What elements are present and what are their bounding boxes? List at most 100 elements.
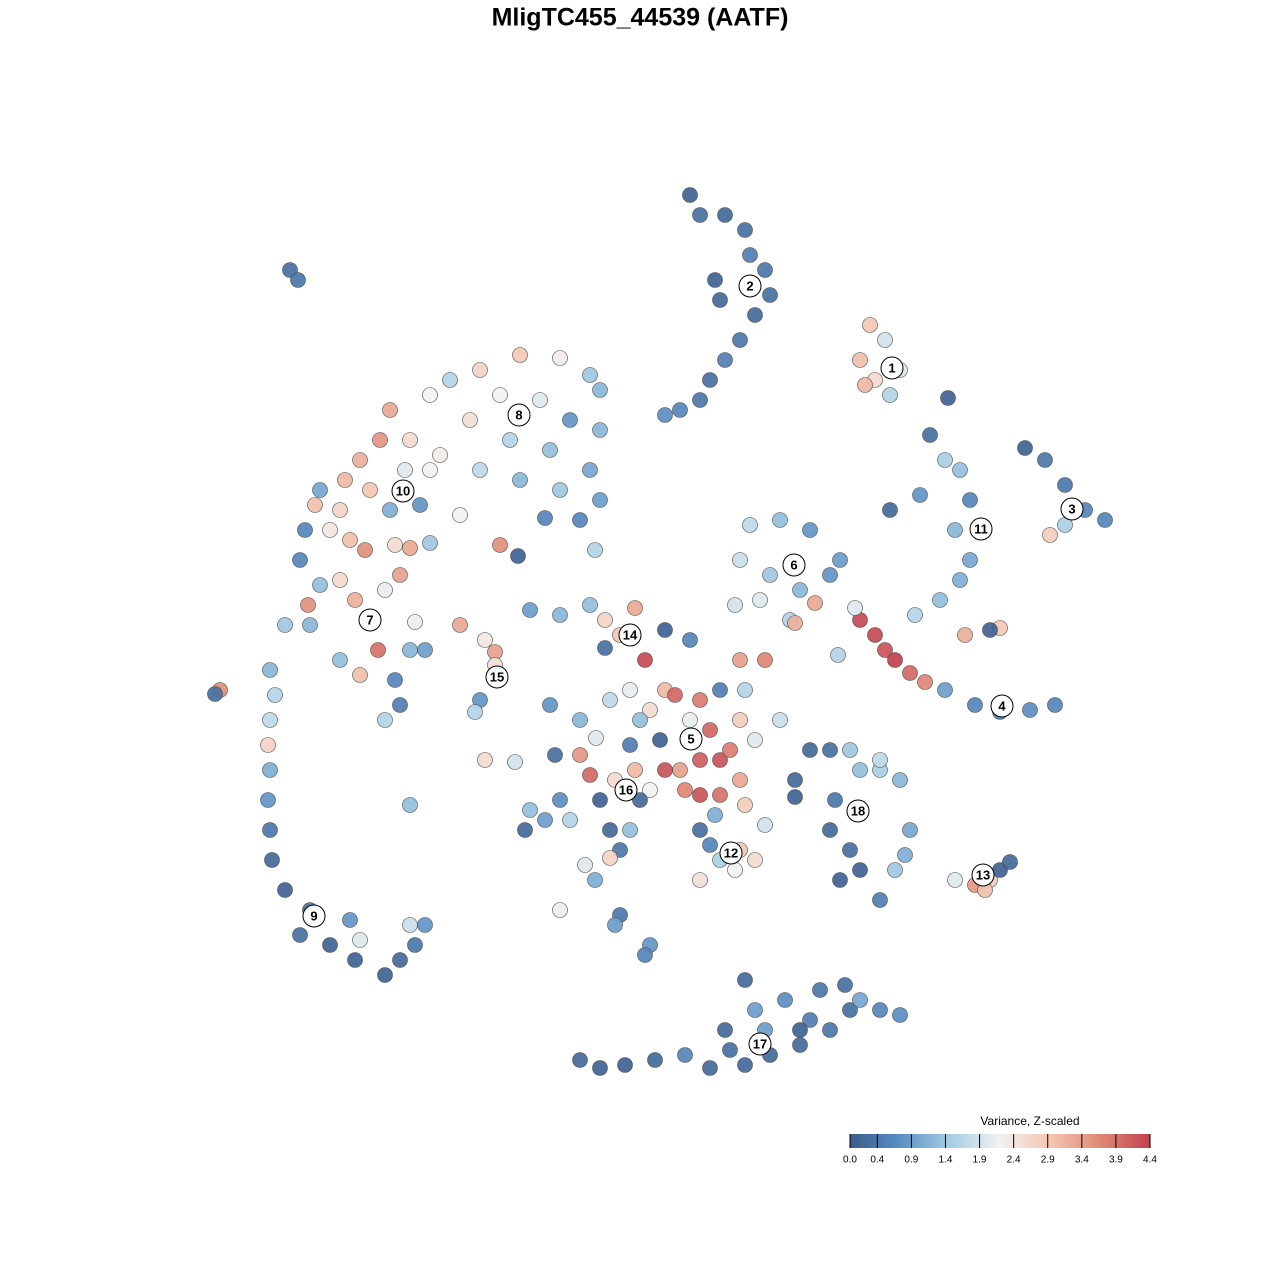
point <box>732 712 748 728</box>
point <box>572 712 588 728</box>
point <box>677 1047 693 1063</box>
cluster-label-text: 3 <box>1068 501 1075 516</box>
point <box>747 732 763 748</box>
point <box>562 812 578 828</box>
point <box>542 697 558 713</box>
point <box>377 712 393 728</box>
point <box>602 692 618 708</box>
point <box>627 600 643 616</box>
point <box>502 432 518 448</box>
point <box>592 382 608 398</box>
point <box>742 517 758 533</box>
point <box>887 652 903 668</box>
point <box>792 1022 808 1038</box>
point <box>592 1060 608 1076</box>
point <box>892 1007 908 1023</box>
point <box>587 542 603 558</box>
point <box>932 592 948 608</box>
point <box>822 567 838 583</box>
cluster-label-badge <box>719 841 743 865</box>
point <box>302 617 318 633</box>
cluster-label-text: 7 <box>366 612 373 627</box>
chart-title: MligTC455_44539 (AATF) <box>492 4 789 32</box>
cluster-label-text: 15 <box>490 669 504 684</box>
point <box>537 812 553 828</box>
point <box>862 317 878 333</box>
point <box>412 497 428 513</box>
cluster-label-badge <box>507 403 531 427</box>
cluster-label-badge <box>1060 497 1084 521</box>
point <box>982 622 998 638</box>
point <box>260 792 276 808</box>
point <box>937 452 953 468</box>
point <box>552 482 568 498</box>
point <box>757 817 773 833</box>
point <box>267 687 283 703</box>
cluster-label-text: 12 <box>724 845 738 860</box>
point <box>532 392 548 408</box>
point <box>787 615 803 631</box>
point <box>632 712 648 728</box>
point <box>717 352 733 368</box>
point <box>290 272 306 288</box>
colorbar-tick-label: 2.9 <box>1041 1155 1055 1166</box>
point <box>692 752 708 768</box>
cluster-label: 7 <box>358 608 382 632</box>
point <box>682 187 698 203</box>
cluster-label: 3 <box>1060 497 1084 521</box>
colorbar-tick-label: 1.4 <box>939 1155 953 1166</box>
point <box>827 792 843 808</box>
point <box>292 927 308 943</box>
point <box>787 772 803 788</box>
cluster-label-text: 14 <box>623 627 638 642</box>
cluster-label-text: 16 <box>619 782 633 797</box>
point <box>477 752 493 768</box>
point <box>892 772 908 788</box>
point <box>452 507 468 523</box>
point <box>792 1037 808 1053</box>
point <box>757 652 773 668</box>
point <box>582 367 598 383</box>
colorbar-tick-label: 0.0 <box>843 1155 857 1166</box>
point <box>712 787 728 803</box>
point <box>262 762 278 778</box>
point <box>362 482 378 498</box>
point <box>682 632 698 648</box>
point <box>322 522 338 538</box>
point <box>382 402 398 418</box>
point <box>822 1022 838 1038</box>
point <box>752 592 768 608</box>
point <box>467 704 483 720</box>
point <box>372 432 388 448</box>
point <box>857 377 873 393</box>
cluster-label-text: 10 <box>396 483 410 498</box>
point <box>712 292 728 308</box>
point <box>562 412 578 428</box>
point <box>642 702 658 718</box>
point <box>477 632 493 648</box>
cluster-label-text: 2 <box>746 278 753 293</box>
point <box>902 822 918 838</box>
point <box>642 782 658 798</box>
point <box>637 947 653 963</box>
point <box>417 917 433 933</box>
point <box>947 872 963 888</box>
point <box>342 912 358 928</box>
point <box>742 247 758 263</box>
point <box>552 350 568 366</box>
point <box>402 540 418 556</box>
point <box>352 452 368 468</box>
point <box>442 372 458 388</box>
point <box>264 852 280 868</box>
point <box>592 422 608 438</box>
point <box>387 537 403 553</box>
point <box>1047 697 1063 713</box>
cluster-label: 5 <box>679 727 703 751</box>
point <box>692 872 708 888</box>
point <box>877 642 893 658</box>
point <box>772 712 788 728</box>
point <box>822 742 838 758</box>
point <box>622 737 638 753</box>
point <box>510 548 526 564</box>
